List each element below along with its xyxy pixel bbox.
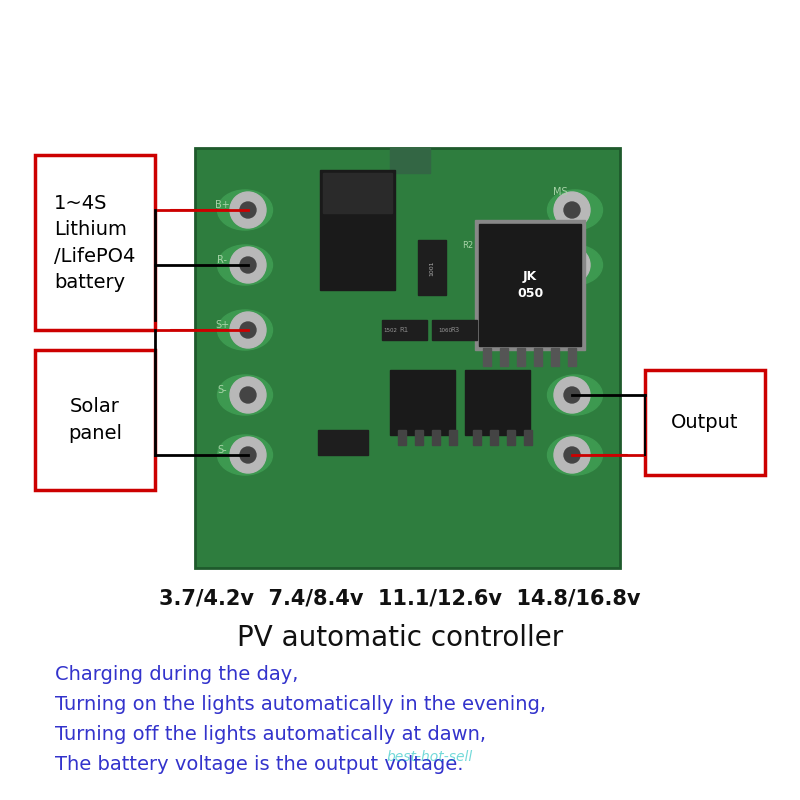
- Text: 1~4S
Lithium
/LifePO4
battery: 1~4S Lithium /LifePO4 battery: [54, 194, 136, 292]
- Circle shape: [230, 247, 266, 283]
- Bar: [195, 148, 620, 568]
- Bar: [390, 148, 430, 173]
- Circle shape: [554, 437, 590, 473]
- Ellipse shape: [547, 435, 602, 475]
- Text: S-: S-: [217, 385, 227, 395]
- Circle shape: [230, 377, 266, 413]
- Bar: [432, 320, 477, 340]
- Bar: [500, 348, 508, 366]
- Bar: [398, 430, 406, 445]
- Circle shape: [554, 192, 590, 228]
- Bar: [534, 348, 542, 366]
- Bar: [507, 430, 515, 445]
- Ellipse shape: [547, 375, 602, 415]
- Text: Turning off the lights automatically at dawn,: Turning off the lights automatically at …: [55, 726, 486, 745]
- Text: R-: R-: [217, 255, 227, 265]
- Circle shape: [564, 387, 580, 403]
- Bar: [483, 348, 491, 366]
- Text: Output: Output: [671, 413, 738, 431]
- Circle shape: [554, 247, 590, 283]
- Circle shape: [240, 322, 256, 338]
- Circle shape: [554, 377, 590, 413]
- Text: R1: R1: [399, 327, 409, 333]
- Text: JK
050: JK 050: [517, 270, 543, 300]
- Text: Turning on the lights automatically in the evening,: Turning on the lights automatically in t…: [55, 695, 546, 714]
- Circle shape: [240, 387, 256, 403]
- Bar: [524, 430, 532, 445]
- Text: best-hot-sell: best-hot-sell: [387, 750, 473, 764]
- Bar: [415, 430, 423, 445]
- Ellipse shape: [547, 245, 602, 285]
- Text: R2: R2: [462, 241, 474, 250]
- Circle shape: [564, 257, 580, 273]
- Circle shape: [240, 257, 256, 273]
- Ellipse shape: [218, 435, 273, 475]
- Text: 3.7/4.2v  7.4/8.4v  11.1/12.6v  14.8/16.8v: 3.7/4.2v 7.4/8.4v 11.1/12.6v 14.8/16.8v: [159, 588, 641, 608]
- Text: The battery voltage is the output voltage.: The battery voltage is the output voltag…: [55, 755, 463, 774]
- Text: 1001: 1001: [430, 260, 434, 276]
- Bar: [465, 370, 530, 435]
- Circle shape: [564, 447, 580, 463]
- Text: PV automatic controller: PV automatic controller: [237, 624, 563, 652]
- Bar: [323, 173, 392, 213]
- Bar: [475, 220, 585, 350]
- Bar: [479, 224, 581, 346]
- Bar: [517, 348, 525, 366]
- Circle shape: [230, 437, 266, 473]
- Text: R3: R3: [450, 327, 460, 333]
- Ellipse shape: [547, 190, 602, 230]
- Text: S-: S-: [217, 445, 227, 455]
- Circle shape: [564, 202, 580, 218]
- Ellipse shape: [218, 190, 273, 230]
- Bar: [390, 370, 455, 435]
- Text: B+: B+: [214, 200, 230, 210]
- Circle shape: [230, 192, 266, 228]
- Text: S+: S+: [215, 320, 229, 330]
- Bar: [473, 430, 481, 445]
- Text: 1060: 1060: [438, 327, 452, 333]
- Text: Charging during the day,: Charging during the day,: [55, 666, 298, 685]
- Bar: [320, 170, 395, 290]
- Ellipse shape: [218, 310, 273, 350]
- Bar: [449, 430, 457, 445]
- Bar: [432, 430, 440, 445]
- Ellipse shape: [218, 375, 273, 415]
- Bar: [568, 348, 576, 366]
- Circle shape: [230, 312, 266, 348]
- Circle shape: [240, 202, 256, 218]
- Text: 1502: 1502: [383, 327, 397, 333]
- Text: MS: MS: [553, 187, 567, 197]
- Bar: [645, 370, 765, 475]
- Bar: [551, 348, 559, 366]
- Bar: [418, 240, 446, 295]
- Bar: [35, 350, 155, 490]
- Bar: [382, 320, 427, 340]
- Circle shape: [240, 447, 256, 463]
- Bar: [490, 430, 498, 445]
- Bar: [35, 155, 155, 330]
- Text: Solar
panel: Solar panel: [68, 398, 122, 442]
- Bar: [195, 148, 620, 568]
- Bar: [318, 430, 368, 455]
- Ellipse shape: [218, 245, 273, 285]
